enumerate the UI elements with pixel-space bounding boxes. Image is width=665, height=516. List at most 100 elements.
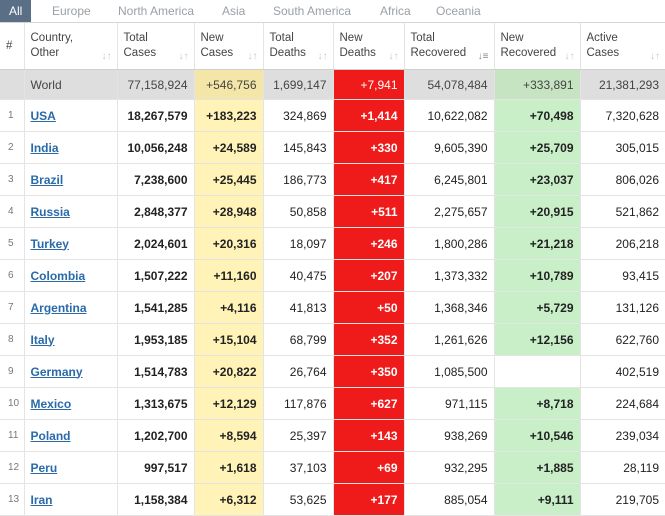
new-recovered: +70,498 <box>494 99 581 132</box>
new-cases: +4,116 <box>194 291 264 324</box>
row-number: 1 <box>0 99 25 132</box>
active-cases: 21,381,293 <box>580 69 665 100</box>
tab-south-america[interactable]: South America <box>273 4 352 18</box>
header-new-deaths[interactable]: New Deaths ↓↑ <box>333 23 405 70</box>
tab-north-america[interactable]: North America <box>118 4 195 18</box>
row-number: 4 <box>0 195 25 228</box>
total-deaths: 37,103 <box>263 451 334 484</box>
new-cases: +183,223 <box>194 99 264 132</box>
new-deaths: +246 <box>333 227 405 260</box>
total-cases: 1,541,285 <box>117 291 195 324</box>
new-recovered: +25,709 <box>494 131 581 164</box>
header-active-cases[interactable]: Active Cases ↓↑ <box>580 23 665 70</box>
country-link[interactable]: Peru <box>30 460 58 475</box>
tab-all[interactable]: All <box>0 0 32 22</box>
country-name: Iran <box>24 483 118 516</box>
row-number: 11 <box>0 419 25 452</box>
new-deaths: +350 <box>333 355 405 388</box>
active-cases: 224,684 <box>580 387 665 420</box>
table-row: 5 Turkey 2,024,601 +20,316 18,097 +246 1,800,2… <box>0 227 665 260</box>
table-row: 12 Peru 997,517 +1,618 37,103 +69 932,295 +1,88… <box>0 451 665 484</box>
tab-asia[interactable]: Asia <box>222 4 246 18</box>
new-deaths: +511 <box>333 195 405 228</box>
new-deaths: +7,941 <box>333 69 405 100</box>
country-link[interactable]: Brazil <box>30 172 64 187</box>
total-cases: 2,848,377 <box>117 195 195 228</box>
new-cases: +20,822 <box>194 355 264 388</box>
country-link[interactable]: Poland <box>30 428 71 443</box>
total-deaths: 25,397 <box>263 419 334 452</box>
covid-stats-table: # Country, Other ↓↑ Total Cases ↓↑ New Cases ↓… <box>0 23 665 516</box>
total-deaths: 53,625 <box>263 483 334 516</box>
country-link[interactable]: Iran <box>30 492 53 507</box>
total-cases: 18,267,579 <box>117 99 195 132</box>
active-cases: 131,126 <box>580 291 665 324</box>
country-name: Peru <box>24 451 118 484</box>
new-cases: +28,948 <box>194 195 264 228</box>
header-total-recovered[interactable]: Total Recovered ↓≡ <box>404 23 495 70</box>
total-cases: 1,953,185 <box>117 323 195 356</box>
new-cases: +20,316 <box>194 227 264 260</box>
row-number: 8 <box>0 323 25 356</box>
country-link[interactable]: USA <box>30 108 56 123</box>
row-number: 10 <box>0 387 25 420</box>
total-deaths: 41,813 <box>263 291 334 324</box>
sort-arrows-icon[interactable]: ↓↑ <box>650 51 660 62</box>
new-deaths: +417 <box>333 163 405 196</box>
total-cases: 1,313,675 <box>117 387 195 420</box>
total-recovered: 1,261,626 <box>404 323 495 356</box>
active-cases: 402,519 <box>580 355 665 388</box>
header-new-recovered[interactable]: New Recovered ↓↑ <box>494 23 581 70</box>
new-deaths: +627 <box>333 387 405 420</box>
sort-arrows-icon[interactable]: ↓↑ <box>101 51 112 62</box>
country-link[interactable]: Germany <box>30 364 83 379</box>
country-link[interactable]: India <box>30 140 59 155</box>
header-country[interactable]: Country, Other ↓↑ <box>24 23 118 70</box>
country-link[interactable]: Russia <box>30 204 70 219</box>
sort-arrows-icon[interactable]: ↓↑ <box>247 51 258 62</box>
active-cases: 7,320,628 <box>580 99 665 132</box>
new-cases: +1,618 <box>194 451 264 484</box>
sort-arrows-icon[interactable]: ↓↑ <box>178 51 189 62</box>
country-link[interactable]: Argentina <box>30 300 87 315</box>
country-name: Germany <box>24 355 118 388</box>
new-deaths: +143 <box>333 419 405 452</box>
tab-oceania[interactable]: Oceania <box>436 4 481 18</box>
total-deaths: 324,869 <box>263 99 334 132</box>
header-num: # <box>0 23 25 70</box>
header-row: # Country, Other ↓↑ Total Cases ↓↑ New Cases ↓… <box>0 23 665 70</box>
total-deaths: 68,799 <box>263 323 334 356</box>
row-number: 9 <box>0 355 25 388</box>
country-link[interactable]: Italy <box>30 332 55 347</box>
tab-africa[interactable]: Africa <box>380 4 411 18</box>
header-total-deaths[interactable]: Total Deaths ↓↑ <box>263 23 334 70</box>
country-name: Mexico <box>24 387 118 420</box>
row-number: 2 <box>0 131 25 164</box>
sort-arrows-icon[interactable]: ↓↑ <box>388 51 399 62</box>
country-link[interactable]: Turkey <box>30 236 69 251</box>
new-recovered <box>494 355 581 388</box>
table-row: 10 Mexico 1,313,675 +12,129 117,876 +627 971,1… <box>0 387 665 420</box>
sort-arrows-icon[interactable]: ↓↑ <box>564 51 575 62</box>
country-name: Brazil <box>24 163 118 196</box>
sort-descending-icon[interactable]: ↓≡ <box>477 51 489 62</box>
table-row: 6 Colombia 1,507,222 +11,160 40,475 +207 1,373… <box>0 259 665 292</box>
table-row: 9 Germany 1,514,783 +20,822 26,764 +350 1,085,… <box>0 355 665 388</box>
active-cases: 93,415 <box>580 259 665 292</box>
header-new-cases[interactable]: New Cases ↓↑ <box>194 23 264 70</box>
country-link[interactable]: Mexico <box>30 396 72 411</box>
new-recovered: +12,156 <box>494 323 581 356</box>
table-row: 1 USA 18,267,579 +183,223 324,869 +1,414 10,62… <box>0 99 665 132</box>
total-cases: 1,514,783 <box>117 355 195 388</box>
new-cases: +15,104 <box>194 323 264 356</box>
tab-europe[interactable]: Europe <box>52 4 91 18</box>
total-deaths: 117,876 <box>263 387 334 420</box>
active-cases: 622,760 <box>580 323 665 356</box>
new-recovered: +1,885 <box>494 451 581 484</box>
sort-arrows-icon[interactable]: ↓↑ <box>317 51 328 62</box>
total-recovered: 1,085,500 <box>404 355 495 388</box>
new-recovered: +9,111 <box>494 483 581 516</box>
country-name: Turkey <box>24 227 118 260</box>
header-total-cases[interactable]: Total Cases ↓↑ <box>117 23 195 70</box>
country-link[interactable]: Colombia <box>30 268 86 283</box>
